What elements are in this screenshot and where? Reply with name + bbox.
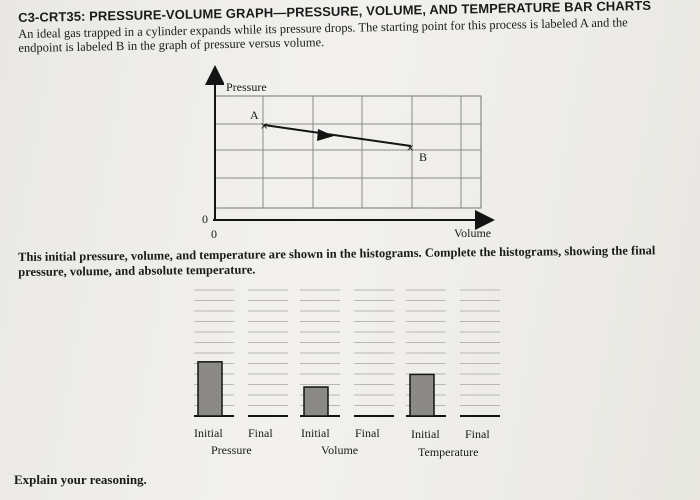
explain-prompt: Explain your reasoning. <box>14 472 147 487</box>
temperature-initial-bar <box>409 373 435 417</box>
volume-initial-label: Initial <box>301 426 330 440</box>
pressure-final-bar-area[interactable] <box>248 290 288 416</box>
volume-group-label: Volume <box>321 443 359 457</box>
process-line <box>263 124 412 147</box>
temperature-group-label: Temperature <box>418 445 479 459</box>
direction-arrow <box>317 129 334 141</box>
volume-final-bar-area[interactable] <box>354 290 394 416</box>
pressure-initial-bar <box>197 361 223 417</box>
y-axis-label: Pressure <box>224 80 269 95</box>
volume-final-label: Final <box>355 426 380 440</box>
point-a-label: A <box>250 108 259 122</box>
temperature-final-label: Final <box>465 427 490 441</box>
pressure-initial-label: Initial <box>194 426 223 440</box>
temperature-initial-label: Initial <box>411 427 440 441</box>
x-origin-label: 0 <box>211 227 217 241</box>
x-axis-label: Volume <box>454 226 492 240</box>
point-b-marker: × <box>406 143 414 154</box>
pressure-final-label: Final <box>248 426 273 440</box>
point-b-label: B <box>419 150 428 164</box>
pressure-group-label: Pressure <box>211 443 252 457</box>
y-origin-label: 0 <box>202 212 208 226</box>
temperature-final-bar-area[interactable] <box>460 290 500 416</box>
volume-initial-bar <box>303 386 329 417</box>
point-a-marker: × <box>260 121 268 132</box>
graph-grid <box>214 95 482 209</box>
